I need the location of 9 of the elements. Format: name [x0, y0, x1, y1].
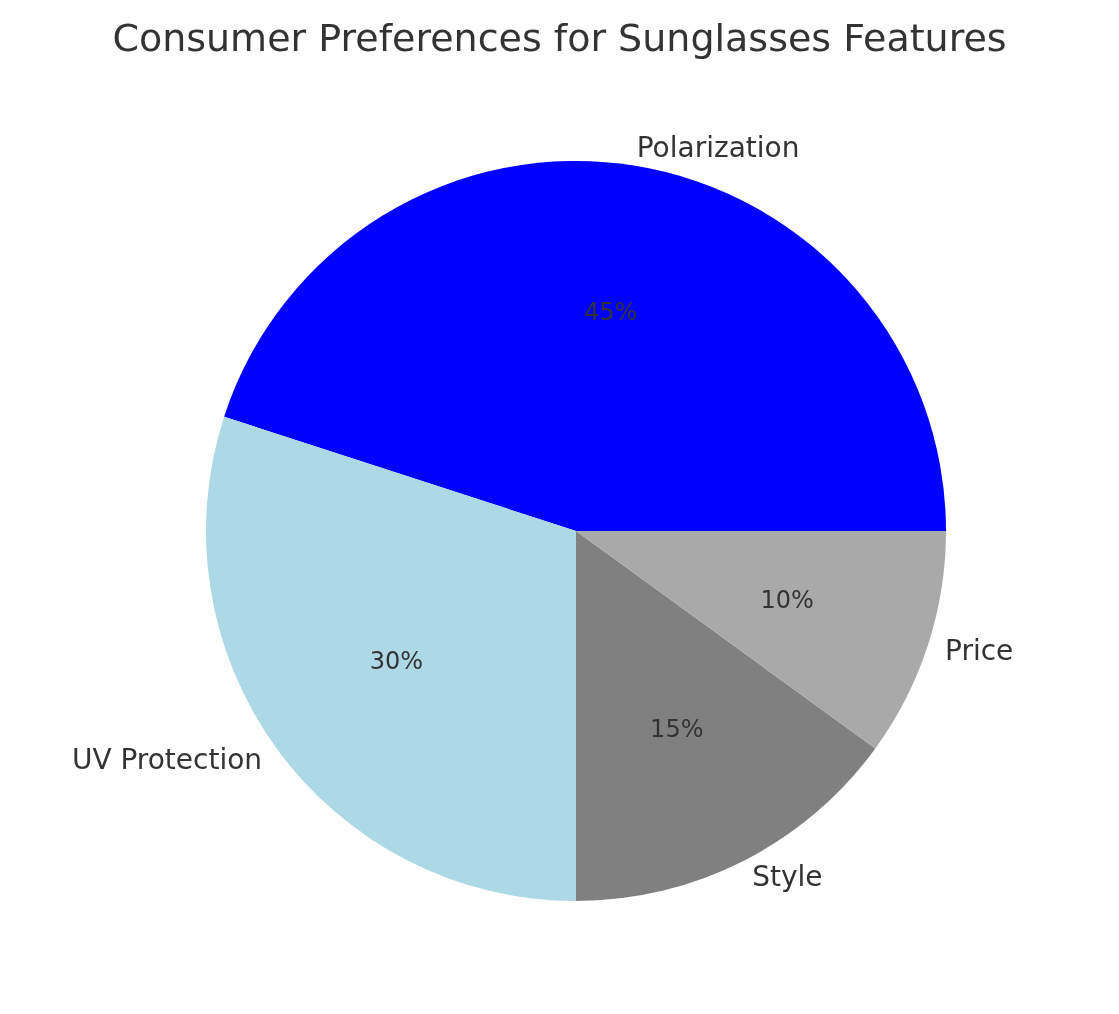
data-label: 30% — [369, 647, 424, 676]
data-label: 15% — [650, 714, 704, 743]
chart-title: Consumer Preferences for Sunglasses Features — [112, 16, 1007, 60]
slice-label: Polarization — [636, 131, 800, 165]
data-label: 10% — [760, 585, 814, 614]
slice-label: Style — [752, 860, 823, 894]
slice-label: Price — [945, 634, 1014, 668]
data-label: 45% — [584, 297, 638, 326]
slice-label: UV Protection — [71, 742, 263, 776]
